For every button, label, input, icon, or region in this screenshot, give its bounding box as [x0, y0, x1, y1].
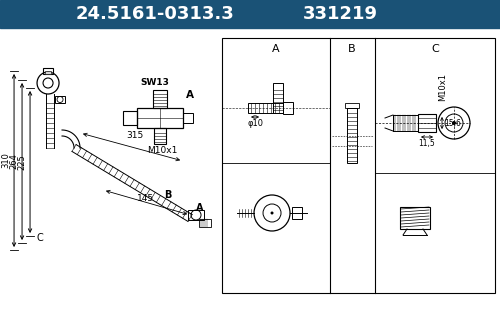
Bar [393, 115, 418, 131]
Bar [188, 210, 204, 220]
Circle shape [270, 211, 274, 214]
Bar [222, 38, 495, 293]
Text: 11,5: 11,5 [418, 139, 436, 148]
Text: 310: 310 [1, 152, 10, 168]
Text: A: A [186, 90, 194, 100]
Text: C: C [36, 233, 43, 243]
Bar [153, 90, 167, 108]
Bar [183, 113, 193, 123]
Bar [248, 103, 283, 113]
Bar [43, 68, 53, 74]
Text: 264: 264 [9, 153, 18, 169]
Text: 24.5161-0313.3: 24.5161-0313.3 [76, 5, 234, 23]
Bar [0, 0, 500, 28]
Text: C: C [431, 44, 439, 54]
Text: B: B [164, 190, 172, 200]
Bar [345, 103, 359, 108]
Text: φ10: φ10 [247, 119, 263, 128]
Bar [283, 102, 293, 114]
Bar [137, 108, 183, 128]
Text: 15,6: 15,6 [444, 119, 461, 128]
Bar [199, 219, 211, 227]
Bar [45, 71, 51, 74]
Bar [154, 128, 166, 144]
Bar [347, 108, 357, 163]
Text: SW13: SW13 [140, 78, 170, 87]
Bar [273, 83, 283, 113]
Bar [292, 207, 302, 219]
Text: M10x1: M10x1 [147, 146, 177, 155]
Bar [400, 207, 430, 229]
Text: A: A [272, 44, 280, 54]
Bar [123, 111, 137, 125]
Text: M10x1: M10x1 [438, 73, 447, 101]
Text: 145: 145 [136, 194, 154, 203]
Circle shape [452, 121, 456, 125]
Bar [55, 96, 65, 103]
Text: 225: 225 [17, 154, 26, 170]
Bar [418, 114, 436, 132]
Text: B: B [348, 44, 356, 54]
Text: A: A [196, 203, 204, 213]
Text: 331219: 331219 [302, 5, 378, 23]
Text: 315: 315 [126, 131, 144, 140]
